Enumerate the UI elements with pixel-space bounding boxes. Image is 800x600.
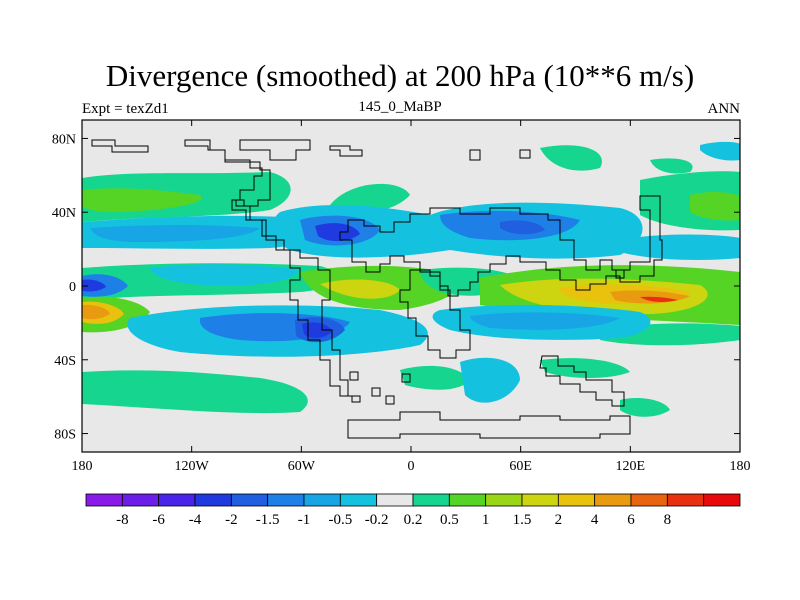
colorbar-box — [448, 493, 487, 507]
x-tick-label: 60W — [288, 459, 316, 474]
colorbar-box — [303, 493, 341, 507]
colorbar-box — [267, 493, 305, 507]
colorbar-box — [194, 493, 232, 507]
pos-band — [82, 370, 308, 414]
pos-core — [690, 192, 740, 221]
colorbar-label: 6 — [627, 512, 635, 528]
plot-title: Divergence (smoothed) at 200 hPa (10**6 … — [105, 58, 695, 93]
neg-core — [302, 322, 332, 339]
neg-band — [470, 312, 620, 330]
season-label: ANN — [707, 101, 741, 117]
neg-band — [90, 225, 260, 242]
colorbar-box — [630, 493, 668, 507]
x-tick-label: 180 — [72, 459, 93, 474]
y-tick-label: 0 — [69, 280, 76, 295]
colorbar-box — [121, 493, 160, 507]
pos-band — [540, 145, 602, 171]
colorbar-label: -2 — [225, 512, 238, 528]
pos-band — [620, 398, 670, 417]
y-tick-label: 40N — [52, 206, 76, 221]
coastline — [239, 139, 311, 161]
colorbar-label: 4 — [591, 512, 599, 528]
colorbar-label: -0.5 — [328, 512, 352, 528]
colorbar-box — [376, 493, 414, 507]
coastline — [539, 355, 625, 407]
pos-core — [640, 296, 678, 302]
pos-band — [540, 358, 630, 378]
y-tick-label: 40S — [54, 354, 76, 369]
colorbar-label: -1.5 — [256, 512, 280, 528]
coastline — [399, 269, 471, 359]
period-label: 145_0_MaBP — [358, 99, 442, 115]
colorbar-box — [521, 493, 559, 507]
neg-band — [150, 264, 300, 286]
colorbar-label: 0.5 — [440, 512, 459, 528]
colorbar-box — [557, 493, 596, 507]
colorbar-box — [666, 493, 705, 507]
colorbar-label: -8 — [116, 512, 129, 528]
y-tick-label: 80S — [54, 428, 76, 443]
coastline — [91, 139, 149, 153]
colorbar-label: 1.5 — [513, 512, 532, 528]
experiment-label: Expt = texZd1 — [82, 101, 169, 117]
colorbar-label: -4 — [189, 512, 202, 528]
x-tick-label: 60E — [509, 459, 532, 474]
coastline — [349, 371, 411, 405]
x-tick-label: 120W — [175, 459, 210, 474]
neg-core — [315, 223, 360, 242]
colorbar-box — [412, 493, 450, 507]
colorbar-box — [230, 493, 269, 507]
coastline — [469, 149, 625, 279]
neg-band — [700, 141, 740, 161]
y-tick-label: 80N — [52, 132, 76, 147]
continent-outlines — [91, 139, 663, 439]
x-tick-label: 0 — [408, 459, 415, 474]
axes: 80N 40N 0 40S 80S 180 120W 60W 0 60E 120E 180 — [52, 120, 751, 474]
colorbar-box — [158, 493, 196, 507]
colorbar-box — [85, 493, 123, 507]
colorbar-label: 0.2 — [404, 512, 423, 528]
colorbar-box — [703, 493, 741, 507]
colorbar-box — [339, 493, 378, 507]
x-tick-label: 120E — [616, 459, 646, 474]
coastline — [339, 195, 663, 297]
neg-core — [82, 279, 106, 292]
x-tick-label: 180 — [730, 459, 751, 474]
colorbar-label: 8 — [664, 512, 672, 528]
colorbar-box — [594, 493, 632, 507]
colorbar: -8 -6 -4 -2 -1.5 -1 -0.5 -0.2 0.2 0.5 1 1.5 2 4 6 8 — [85, 493, 741, 528]
colorbar-label: 2 — [555, 512, 563, 528]
coastline — [347, 411, 631, 439]
colorbar-label: -1 — [298, 512, 311, 528]
divergence-field — [82, 120, 740, 452]
neg-core — [500, 220, 545, 235]
pos-band — [400, 365, 470, 390]
pos-core — [82, 304, 110, 320]
coastline — [329, 145, 363, 157]
pos-core — [82, 188, 202, 213]
colorbar-label: -6 — [152, 512, 165, 528]
pos-band — [650, 158, 693, 174]
colorbar-box — [485, 493, 523, 507]
coastline — [184, 139, 361, 403]
neg-band — [460, 357, 520, 403]
colorbar-label: 1 — [482, 512, 490, 528]
pos-core — [320, 279, 400, 299]
colorbar-label: -0.2 — [365, 512, 389, 528]
